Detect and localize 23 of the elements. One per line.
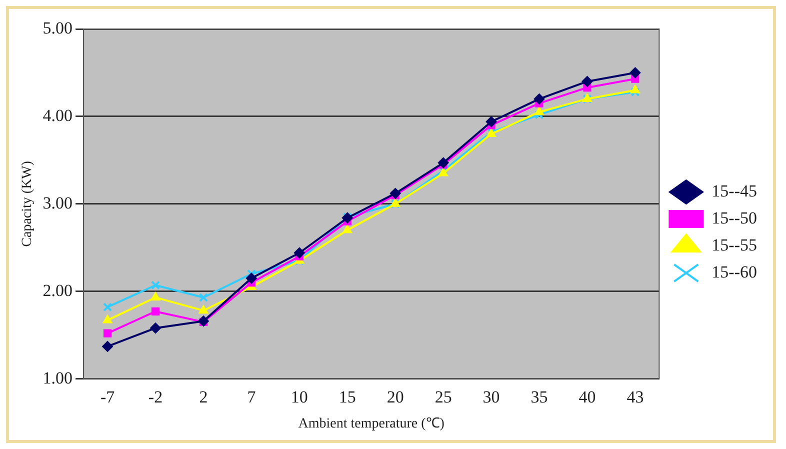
x-tick-label: -2: [148, 387, 163, 406]
y-tick-label: 4.00: [42, 106, 73, 125]
legend-label: 15--45: [712, 181, 758, 200]
x-tick-label: 43: [626, 387, 644, 406]
x-tick-label: -7: [100, 387, 116, 406]
legend-label: 15--60: [712, 262, 758, 282]
y-tick-label: 3.00: [42, 193, 73, 212]
x-axis-title: Ambient temperature (℃): [298, 416, 445, 432]
x-tick-label: 25: [434, 387, 452, 406]
x-tick-label: 7: [247, 387, 256, 406]
x-tick-label: 15: [338, 387, 356, 406]
legend-label: 15--50: [712, 208, 758, 228]
y-tick-label: 2.00: [42, 280, 73, 300]
x-tick-label: 30: [482, 387, 500, 406]
x-tick-label: 2: [199, 387, 208, 406]
x-tick-label: 35: [530, 387, 548, 406]
y-tick-label: 5.00: [42, 18, 73, 38]
x-tick-label: 10: [290, 387, 308, 406]
legend-label: 15--55: [712, 235, 758, 254]
y-axis-title: Capacity (KW): [20, 160, 36, 247]
x-tick-label: 20: [386, 387, 404, 406]
x-tick-label: 40: [578, 387, 596, 406]
y-tick-label: 1.00: [42, 368, 73, 388]
